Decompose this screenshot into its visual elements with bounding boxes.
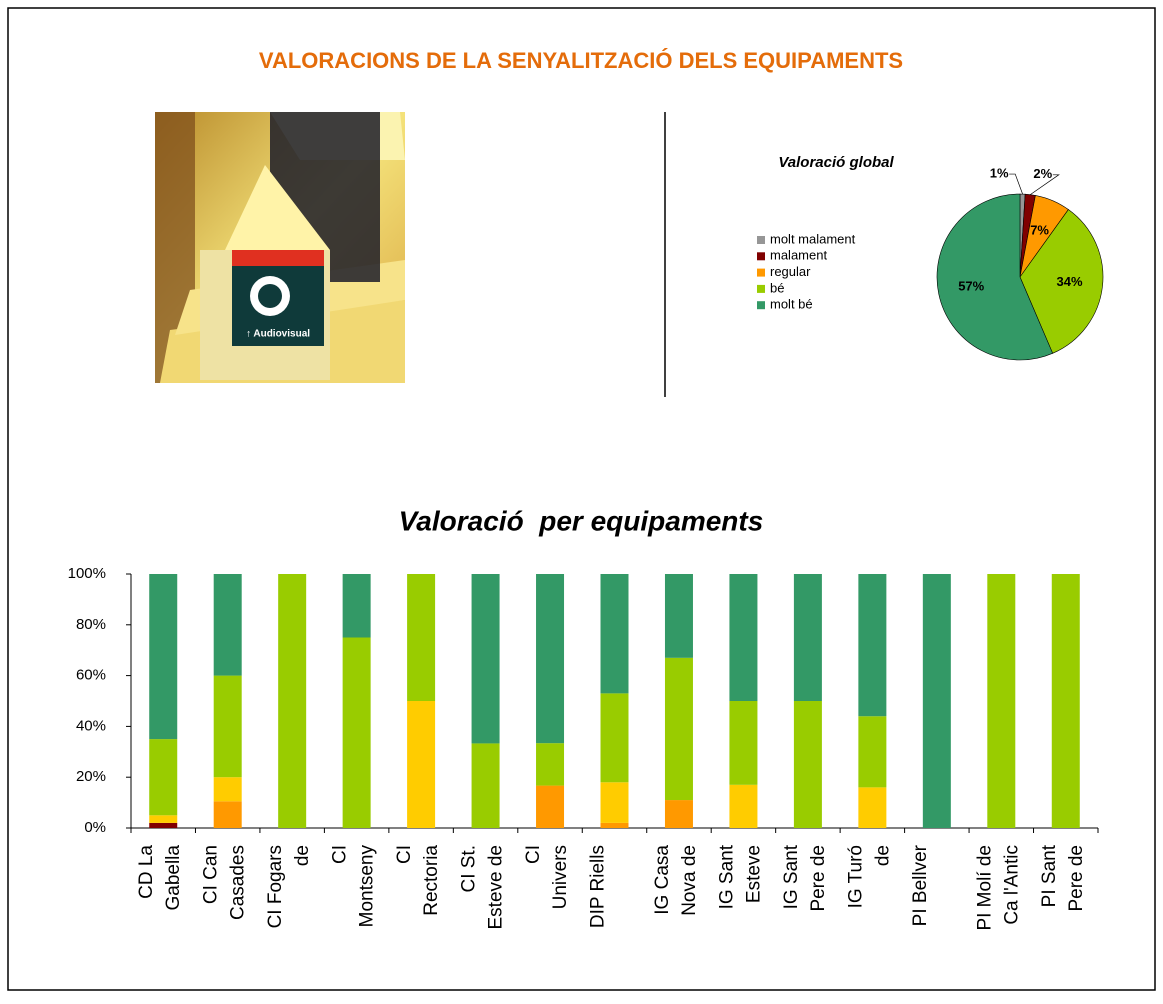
pie-chart: Valoració global 1% molt malament 2% malame… [757,154,1104,361]
x-tick-label: Montseny [357,845,378,928]
pie-label: 34% [1056,274,1082,289]
bar-segment [1051,574,1080,828]
photo: ↑ Audiovisual [155,112,405,383]
legend-swatch [757,252,765,261]
x-tick-label: DIP Riells [588,845,609,928]
x-tick-label: de [872,845,893,866]
x-tick-label: Pere de [808,845,829,912]
legend-label: malament [770,248,827,263]
x-tick-label: PI Molí de [974,845,995,931]
y-tick-label: 20% [76,768,106,785]
bar-segment [536,743,565,786]
x-tick-label: CI St. [459,845,480,893]
y-tick-label: 80% [76,616,106,633]
bar-segment [407,701,436,828]
pie-label: 1% [990,165,1009,180]
pie-slice [1019,209,1104,354]
bar-segment [664,574,693,658]
leader-line [1030,174,1060,195]
x-tick-label: CI [330,845,351,864]
bar-segment [793,701,822,828]
legend-swatch [757,268,765,277]
x-tick-label: Ca l'Antic [1001,845,1022,925]
bar-segment [600,822,629,828]
bar-segment [149,739,178,816]
x-tick-label: CI Fogars [265,845,286,928]
x-tick-label: Esteve de [486,845,507,930]
pie-title: Valoració global [778,154,894,171]
x-tick-label: IG Casa [652,845,673,915]
bar-segment [536,785,565,828]
x-tick-label: CI [394,845,415,864]
x-tick-label: Univers [550,845,571,909]
bar-segment [471,574,500,744]
bar-segment [342,574,371,638]
bar-segment [987,574,1016,828]
x-tick-label: IG Sant [781,844,802,909]
bar-segment [858,574,887,717]
bar-segment [600,574,629,694]
bar-segment [793,574,822,701]
legend-swatch [757,301,765,310]
bar-segment [600,782,629,823]
bar-segment [729,574,758,701]
bar-segment [213,675,242,778]
bar-segment [600,693,629,783]
bar-segment [729,701,758,785]
x-tick-label: PI Sant [1039,844,1060,907]
x-tick-label: CI [523,845,544,864]
y-tick-label: 100% [68,565,106,582]
x-tick-label: PI Bellver [910,844,931,926]
x-tick-label: Gabella [163,845,184,911]
x-tick-label: CD La [136,845,157,899]
legend-label: molt bé [770,297,813,312]
bar-segment [213,801,242,828]
bar-segment [471,743,500,828]
x-tick-label: CI Can [201,845,222,904]
bar-segment [213,574,242,676]
bar-segment [536,574,565,744]
bar-segment [213,777,242,802]
bar-segment [858,787,887,828]
bar-segment [342,637,371,828]
bar-segment [922,574,951,828]
bar-chart: Valoració per equipaments 0% 20% 40% 60% 80%… [68,505,1099,931]
pie-slice [936,193,1054,361]
bar-segment [149,574,178,740]
x-tick-label: de [292,845,313,866]
x-tick-label: Rectoria [421,845,442,916]
bar-segment [664,800,693,828]
legend-label: bé [770,280,784,295]
bar-segment [149,822,178,828]
x-tick-label: IG Turó [845,845,866,908]
x-tick-label: Casades [228,845,249,920]
x-tick-label: Nova de [679,845,700,916]
pie-label: 57% [958,278,984,293]
x-tick-label: Pere de [1066,845,1087,912]
x-tick-label: IG Sant [716,844,737,909]
legend-swatch [757,236,765,244]
leader-line [1009,173,1023,195]
bar-segment [858,716,887,788]
bar-segment [278,574,307,828]
bar-title: Valoració per equipaments [399,505,764,536]
legend-label: regular [770,264,811,279]
legend-label: molt malament [770,231,856,246]
sign-text: ↑ Audiovisual [246,329,310,340]
bar-segment [407,574,436,701]
bar-segment [729,784,758,828]
y-tick-label: 0% [84,819,106,836]
pie-label: 2% [1033,166,1052,181]
x-tick-label: Esteve [743,845,764,903]
y-tick-label: 60% [76,667,106,684]
pie-label: 7% [1030,223,1049,238]
page-title: VALORACIONS DE LA SENYALITZACIÓ DELS EQU… [259,48,903,73]
legend-swatch [757,284,765,293]
bar-segment [664,657,693,801]
bar-segment [149,815,178,823]
y-tick-label: 40% [76,717,106,734]
